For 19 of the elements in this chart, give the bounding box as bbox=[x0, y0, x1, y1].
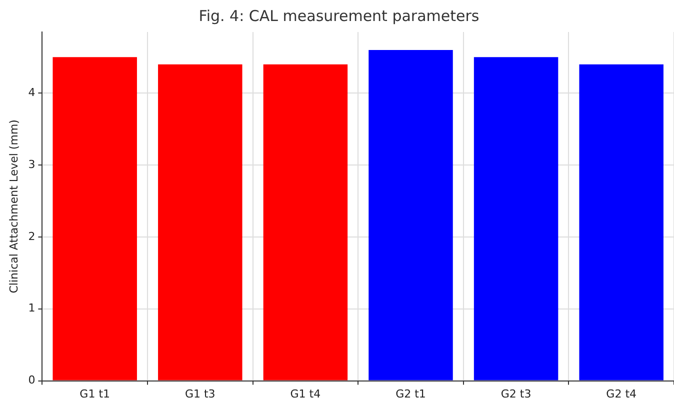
x-tick-label: G1 t3 bbox=[184, 387, 216, 400]
bar bbox=[263, 64, 348, 380]
y-tick-label: 3 bbox=[28, 158, 36, 171]
x-tick-label: G2 t3 bbox=[500, 387, 532, 400]
bar bbox=[474, 57, 558, 380]
bar bbox=[579, 64, 664, 380]
chart-title: Fig. 4: CAL measurement parameters bbox=[198, 6, 480, 25]
y-tick-label: 4 bbox=[28, 86, 36, 99]
y-tick-label: 1 bbox=[28, 302, 36, 315]
bar bbox=[368, 50, 453, 380]
x-tick-label: G2 t4 bbox=[606, 387, 637, 400]
x-tick-label: G1 t1 bbox=[80, 387, 110, 400]
x-tick-label: G2 t1 bbox=[396, 387, 426, 400]
bar bbox=[158, 64, 242, 380]
y-tick-label: 0 bbox=[28, 374, 36, 387]
x-tick-label: G1 t4 bbox=[290, 387, 321, 400]
bar bbox=[52, 57, 137, 380]
y-axis-title: Clinical Attachment Level (mm) bbox=[7, 120, 20, 294]
y-tick-label: 2 bbox=[28, 230, 36, 243]
